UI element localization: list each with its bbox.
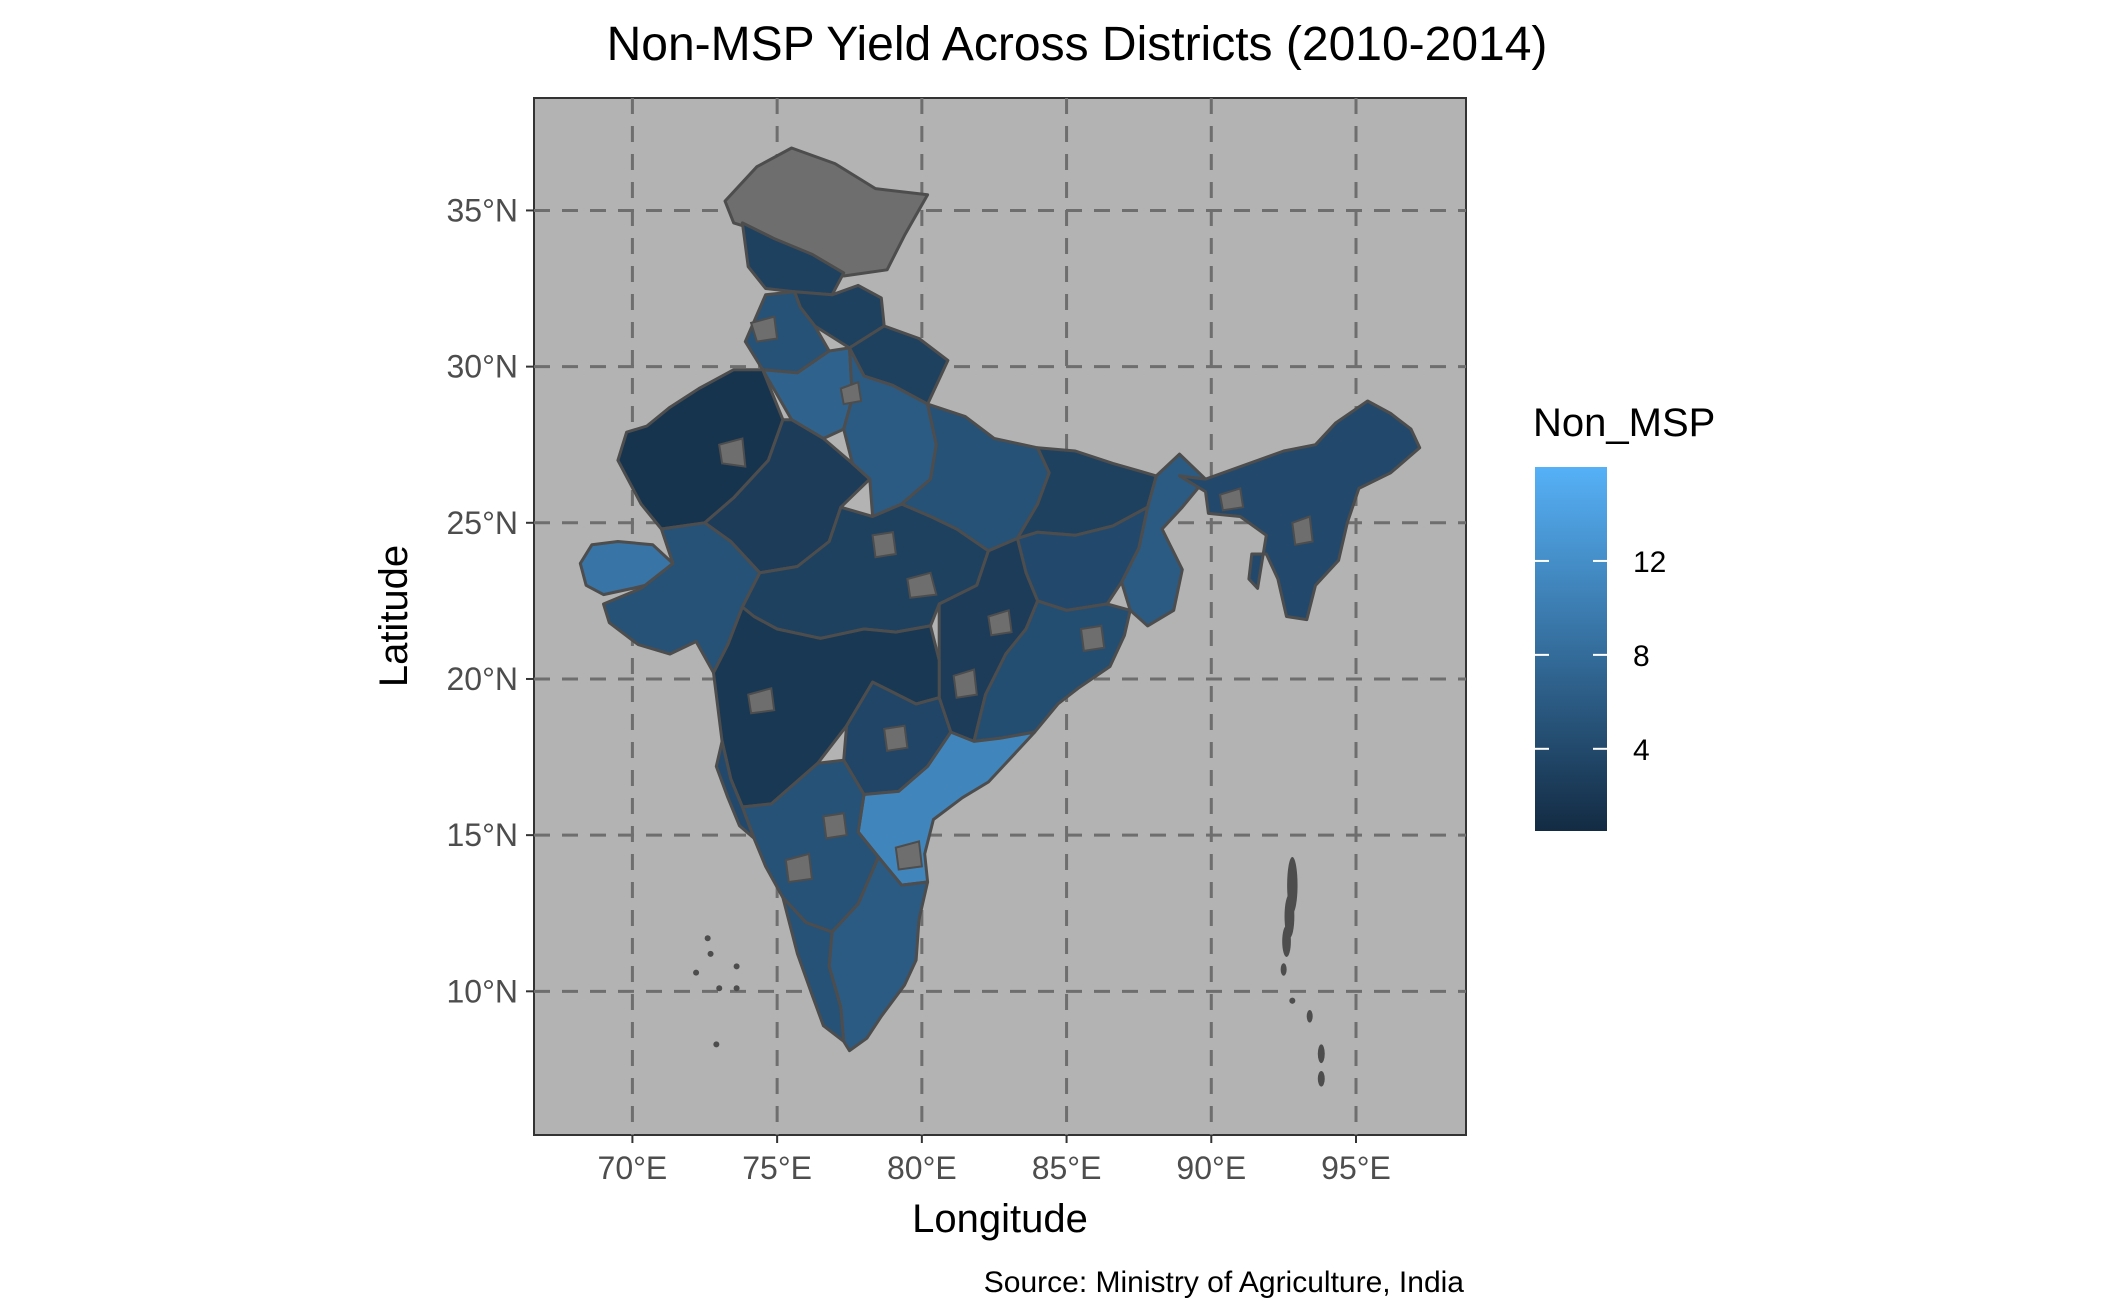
island (1280, 963, 1287, 976)
x-tick-label: 90°E (1176, 1150, 1246, 1186)
district-na (871, 531, 897, 559)
x-tick-label: 95°E (1321, 1150, 1391, 1186)
x-axis-ticks: 70°E 75°E 80°E 85°E 90°E 95°E (598, 1135, 1391, 1186)
district-map (578, 146, 1422, 1087)
x-tick-label: 75°E (742, 1150, 812, 1186)
y-axis-label: Latitude (372, 545, 416, 687)
island (1289, 997, 1296, 1004)
district-na (747, 687, 776, 715)
x-tick-label: 70°E (598, 1150, 668, 1186)
legend-tick-label: 12 (1633, 546, 1666, 579)
island (716, 985, 723, 992)
district-na (906, 571, 938, 599)
district-na (822, 812, 848, 840)
island (1317, 1070, 1325, 1087)
region-tamil-nadu (827, 855, 930, 1053)
y-tick-label: 35°N (447, 192, 519, 228)
x-tick-label: 80°E (887, 1150, 957, 1186)
region-goa-konkan (714, 739, 756, 840)
legend-tick-label: 8 (1633, 640, 1650, 673)
island (693, 969, 700, 976)
district-na (784, 852, 814, 884)
district-na (1079, 624, 1106, 653)
legend-tick-label: 4 (1633, 734, 1650, 767)
district-na (1291, 515, 1314, 546)
island (733, 985, 740, 992)
island (733, 963, 740, 970)
district-na (883, 724, 909, 752)
y-tick-label: 10°N (447, 973, 519, 1009)
island (713, 1041, 720, 1048)
district-na (1218, 487, 1245, 512)
source-caption: Source: Ministry of Agriculture, India (984, 1266, 1465, 1299)
district-na (749, 315, 779, 343)
island (707, 950, 714, 957)
district-na (839, 380, 863, 406)
district-na (952, 668, 978, 699)
x-tick-label: 85°E (1032, 1150, 1102, 1186)
legend-ticks: 4 8 12 (1535, 546, 1666, 767)
legend-colorbar (1535, 467, 1607, 831)
island (704, 935, 711, 942)
legend-title: Non_MSP (1533, 401, 1715, 445)
island (1317, 1044, 1325, 1064)
chart-title: Non-MSP Yield Across Districts (2010-201… (607, 18, 1548, 71)
x-axis-label: Longitude (912, 1197, 1088, 1241)
y-axis-ticks: 35°N 30°N 25°N 20°N 15°N 10°N (447, 192, 534, 1009)
district-na (894, 840, 924, 871)
district-na (987, 608, 1013, 637)
y-tick-label: 20°N (447, 661, 519, 697)
region-northeast-states (1178, 399, 1422, 622)
y-tick-label: 30°N (447, 349, 519, 385)
island (1282, 925, 1291, 957)
y-tick-label: 25°N (447, 505, 519, 541)
island (1306, 1010, 1313, 1023)
legend: Non_MSP 4 8 12 (1533, 401, 1715, 831)
y-tick-label: 15°N (447, 817, 519, 853)
district-na (718, 437, 747, 468)
